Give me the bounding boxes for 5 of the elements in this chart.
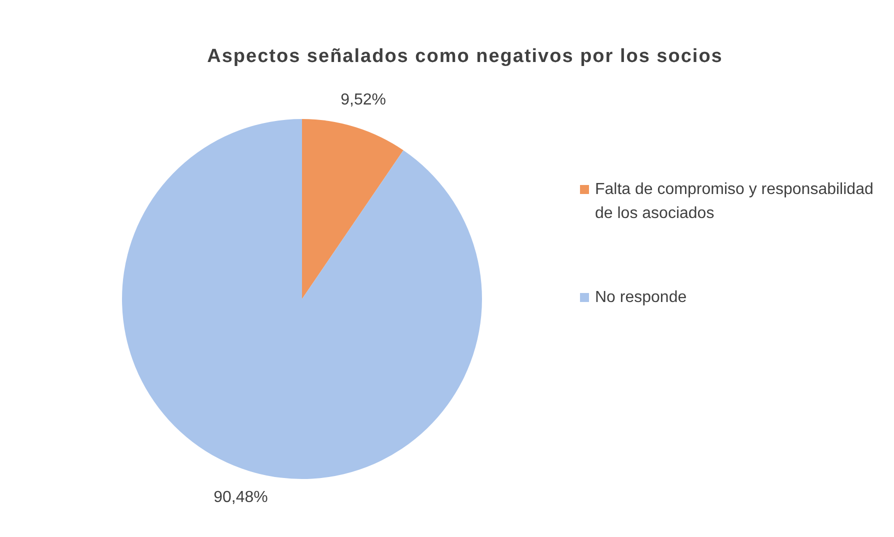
data-label: 90,48% xyxy=(214,489,268,506)
data-label: 9,52% xyxy=(340,92,386,109)
legend-label: Falta de compromiso y responsabilidad de los asociados xyxy=(595,180,874,224)
legend-label: No responde xyxy=(595,288,687,308)
chart-title: Aspectos señalados como negativos por los socios xyxy=(206,46,724,68)
